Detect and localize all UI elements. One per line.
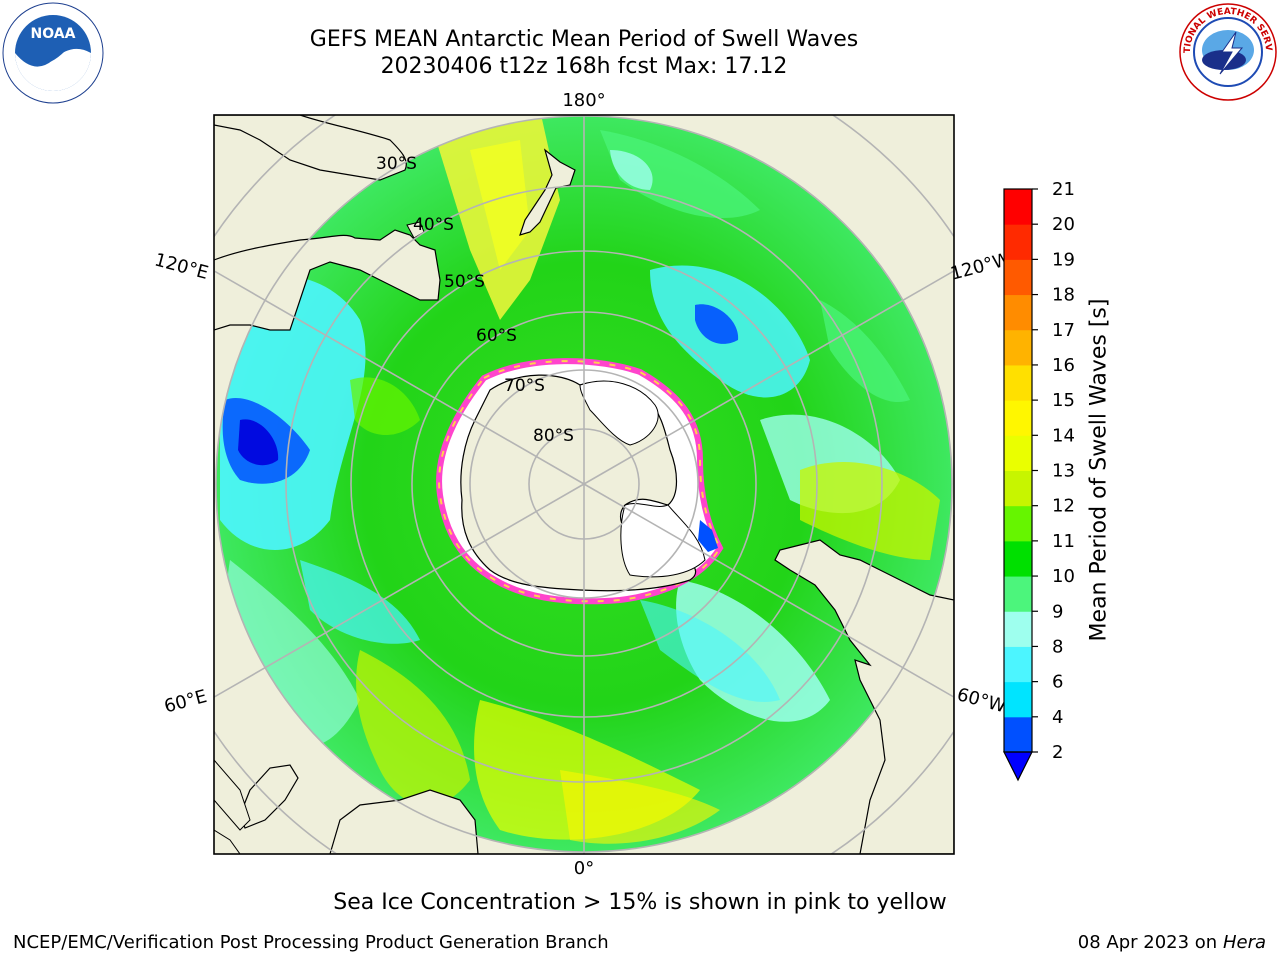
colorbar-tick-label: 8	[1052, 636, 1063, 657]
nws-logo-icon: NATIONAL WEATHER SERVICE	[1178, 2, 1277, 101]
lat-label-50s: 50°S	[444, 272, 485, 292]
colorbar-segments	[1003, 188, 1033, 782]
colorbar-segment	[1004, 224, 1032, 260]
asia-landmass	[214, 115, 407, 181]
colorbar-tick-label: 14	[1052, 425, 1075, 446]
meridian-120w	[583, 269, 954, 485]
colorbar-tick-label: 6	[1052, 672, 1063, 693]
lon-label-180: 180°	[562, 90, 605, 111]
footer-date-text: 08 Apr 2023 on	[1077, 932, 1223, 953]
australia-landmass	[214, 229, 441, 331]
colorbar-segment	[1004, 681, 1032, 718]
colorbar-tick-label: 17	[1052, 320, 1075, 341]
chart-title: GEFS MEAN Antarctic Mean Period of Swell…	[309, 27, 859, 52]
colorbar-tick-label: 13	[1052, 461, 1075, 482]
lon-label-0: 0°	[574, 858, 594, 879]
lat-label-80s: 80°S	[533, 426, 574, 446]
colorbar-tick-label: 11	[1052, 531, 1075, 552]
colorbar-tick-label: 19	[1052, 249, 1075, 270]
weddell-ice	[620, 503, 706, 578]
colorbar-segment	[1004, 470, 1032, 507]
south-america-landmass	[774, 515, 954, 854]
colorbar-segment	[1004, 576, 1032, 612]
ross-ice-shelf	[579, 380, 659, 446]
colorbar-tick-label: 20	[1052, 214, 1075, 235]
meridian-120e	[214, 269, 585, 485]
colorbar-tick-label: 15	[1052, 390, 1075, 411]
colorbar-label: Mean Period of Swell Waves [s]	[1086, 298, 1112, 642]
noaa-logo-icon: NOAA	[2, 2, 104, 104]
chart-subtitle: 20230406 t12z 168h fcst Max: 17.12	[380, 54, 788, 79]
lat-label-70s: 70°S	[504, 376, 545, 396]
footer-date: 08 Apr 2023 on Hera	[1078, 932, 1266, 953]
colorbar-tick-label: 4	[1052, 707, 1063, 728]
lat-label-60s: 60°S	[476, 326, 517, 346]
colorbar-tick-label: 12	[1052, 496, 1075, 517]
africa-landmass	[329, 789, 479, 854]
graticule	[214, 115, 954, 854]
colorbar-segment	[1004, 364, 1032, 401]
colorbar-tick-label: 18	[1052, 285, 1075, 306]
colorbar-tick-label: 16	[1052, 355, 1075, 376]
colorbar-ticks: 2 4 6 8 9 10 11 12 13 14 15 16 17 18 19 20 21	[1032, 179, 1075, 763]
swell-field	[220, 116, 940, 844]
colorbar-under-triangle	[1003, 751, 1033, 782]
colorbar-segment	[1004, 540, 1032, 577]
new-zealand-landmass	[519, 148, 576, 236]
noaa-logo-text: NOAA	[31, 26, 76, 42]
colorbar-segment	[1004, 400, 1032, 436]
lat-label-40s: 40°S	[413, 215, 454, 235]
meridian-60e	[214, 483, 585, 699]
colorbar-segment	[1004, 189, 1032, 225]
colorbar-tick-label: 9	[1052, 601, 1063, 622]
colorbar-segment	[1004, 329, 1032, 366]
colorbar-segment	[1004, 259, 1032, 296]
footer-credit: NCEP/EMC/Verification Post Processing Pr…	[13, 932, 609, 953]
colorbar-tick-label: 10	[1052, 566, 1075, 587]
colorbar-segment	[1004, 505, 1032, 542]
lat-label-30s: 30°S	[376, 154, 417, 174]
colorbar-tick-label: 21	[1052, 179, 1075, 200]
colorbar-segment	[1004, 646, 1032, 683]
footer-host: Hera	[1222, 932, 1266, 953]
meridian-60w	[583, 483, 954, 699]
colorbar-segment	[1004, 611, 1032, 647]
colorbar-segment	[1004, 294, 1032, 331]
map-frame	[213, 114, 955, 855]
sea-ice-note: Sea Ice Concentration > 15% is shown in …	[333, 890, 947, 915]
weddell-low-swell	[698, 520, 718, 552]
colorbar-segment	[1004, 435, 1032, 471]
colorbar-tick-label: 2	[1052, 742, 1063, 763]
colorbar-segment	[1004, 716, 1032, 753]
